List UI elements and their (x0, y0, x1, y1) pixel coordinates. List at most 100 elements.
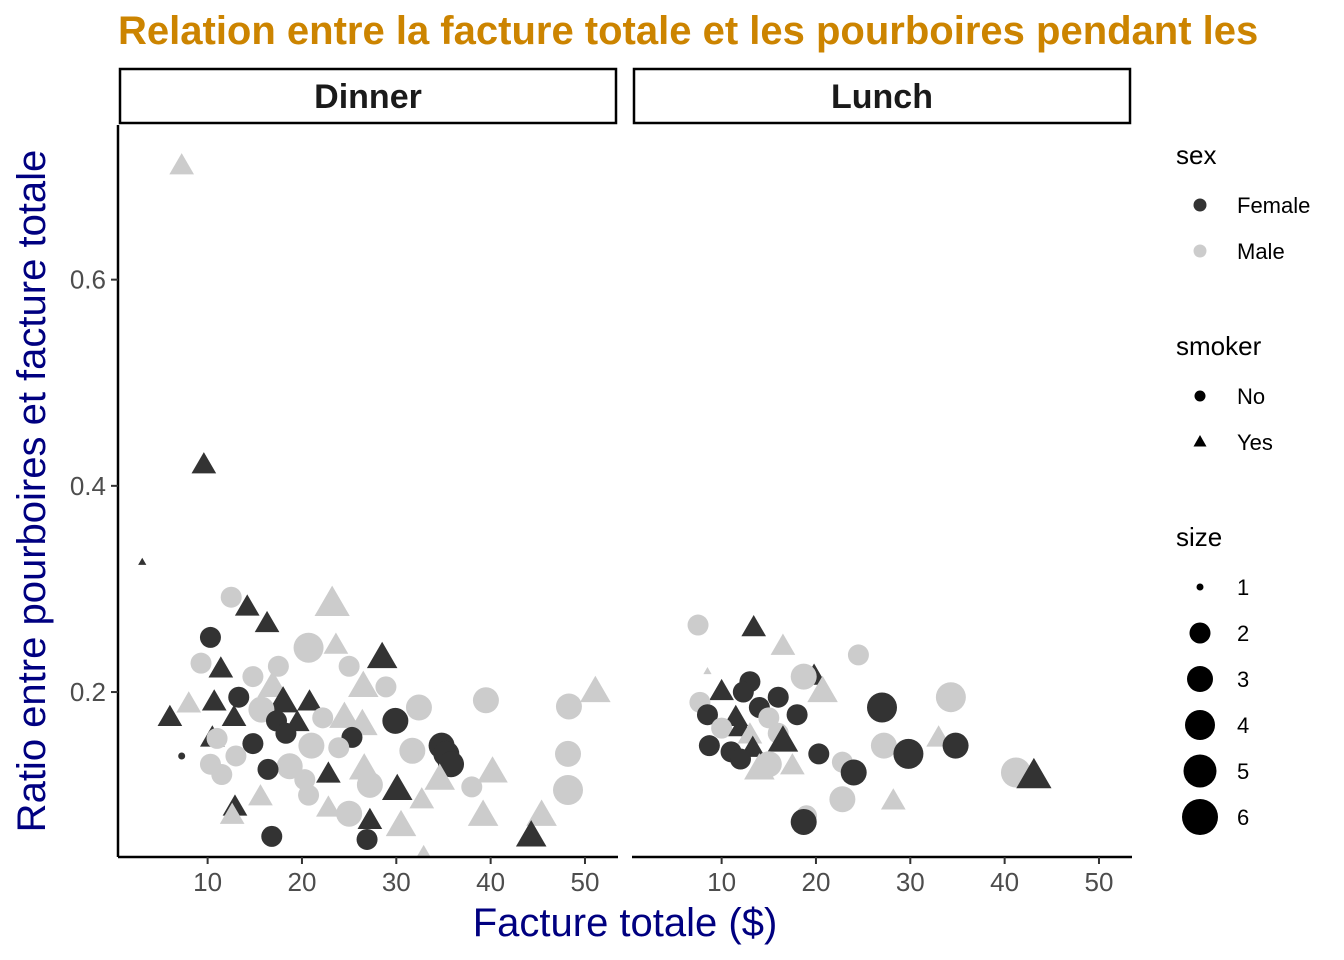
y-tick-label-0.2: 0.2 (70, 677, 106, 707)
data-point-lunch-109 (893, 738, 924, 769)
data-point-dinner-70 (526, 799, 557, 826)
facet-strip-lunch (632, 67, 1132, 125)
data-point-dinner-31 (382, 707, 409, 734)
data-point-dinner-75 (261, 825, 283, 847)
facet-label-dinner: Dinner (314, 78, 422, 116)
data-point-dinner-73 (357, 807, 383, 830)
data-point-dinner-5 (234, 594, 260, 616)
data-point-lunch-85 (790, 663, 817, 690)
x-tick-label-dinner-40: 40 (476, 867, 505, 897)
data-point-dinner-46 (555, 740, 581, 767)
x-tick-label-dinner-20: 20 (288, 867, 317, 897)
data-point-dinner-61 (461, 776, 483, 798)
data-point-lunch-83 (703, 667, 712, 675)
data-point-lunch-123 (790, 808, 817, 835)
data-point-dinner-72 (219, 802, 245, 824)
legend-key-size-4 (1185, 710, 1215, 740)
data-point-dinner-4 (220, 586, 242, 608)
facet-label-lunch: Lunch (831, 78, 933, 116)
axes-dinner: 10 20 30 40 50 (116, 125, 618, 897)
data-point-dinner-76 (356, 828, 378, 850)
data-point-dinner-43 (242, 733, 264, 755)
data-point-dinner-65 (248, 784, 273, 806)
panel-dinner: 10 20 30 40 50 (116, 125, 618, 897)
data-point-lunch-89 (807, 675, 838, 703)
data-point-dinner-21 (472, 687, 499, 714)
data-point-lunch-106 (870, 732, 897, 759)
data-point-dinner-22 (201, 689, 227, 711)
data-point-dinner-54 (257, 758, 279, 780)
legend-key-female (1193, 198, 1207, 212)
legend-key-yes (1193, 435, 1207, 447)
x-tick-label-lunch-50: 50 (1085, 867, 1114, 897)
data-point-dinner-8 (293, 632, 324, 663)
data-point-dinner-7 (199, 626, 221, 648)
data-point-lunch-105 (942, 732, 969, 759)
data-point-lunch-80 (741, 614, 767, 637)
data-point-dinner-55 (316, 761, 341, 783)
data-point-lunch-79 (687, 614, 709, 636)
y-axis-ticks: 0.2 0.4 0.6 (70, 265, 118, 707)
data-point-lunch-90 (935, 682, 966, 713)
facet-strip-dinner (118, 67, 618, 125)
data-point-dinner-37 (275, 722, 297, 744)
data-point-dinner-63 (553, 774, 583, 805)
data-point-dinner-78 (416, 844, 431, 857)
data-point-lunch-121 (880, 788, 906, 810)
data-point-dinner-52 (276, 753, 303, 780)
data-point-lunch-104 (767, 725, 799, 752)
data-point-lunch-112 (729, 748, 751, 770)
panel-lunch: 10 20 30 40 50 (632, 614, 1132, 897)
data-point-lunch-117 (744, 753, 775, 780)
data-point-lunch-119 (1016, 757, 1052, 789)
data-point-dinner-69 (336, 800, 363, 827)
data-point-lunch-82 (847, 644, 869, 666)
data-point-lunch-118 (840, 759, 867, 786)
data-point-dinner-17 (348, 670, 379, 697)
data-point-dinner-68 (316, 795, 341, 817)
data-point-lunch-99 (711, 717, 733, 739)
data-point-lunch-87 (732, 681, 754, 703)
data-point-dinner-59 (424, 763, 455, 790)
data-point-dinner-60 (356, 771, 383, 798)
x-tick-label-dinner-50: 50 (571, 867, 600, 897)
y-axis-title: Ratio entre pourboires et facture totale (10, 150, 54, 833)
legend: sex Female Male smoker No Yes size 1 2 3… (1176, 140, 1310, 835)
points-dinner (138, 153, 611, 857)
x-axis-title: Facture totale ($) (473, 901, 778, 945)
data-point-dinner-30 (221, 704, 247, 726)
data-point-lunch-115 (780, 753, 805, 775)
y-tick-label-0.4: 0.4 (70, 471, 106, 501)
legend-key-size-1 (1196, 583, 1204, 591)
data-point-dinner-50 (438, 751, 465, 778)
y-tick-label-0.6: 0.6 (70, 265, 106, 295)
legend-key-size-2 (1189, 622, 1211, 644)
legend-title-smoker: smoker (1176, 331, 1262, 361)
x-tick-label-dinner-30: 30 (382, 867, 411, 897)
data-point-dinner-57 (477, 756, 508, 783)
data-point-lunch-93 (867, 692, 897, 723)
points-lunch (687, 614, 1052, 835)
data-point-lunch-107 (698, 735, 720, 757)
data-point-dinner-2 (138, 557, 147, 565)
data-point-lunch-101 (737, 722, 763, 744)
legend-label-size-4: 4 (1237, 713, 1249, 738)
legend-title-size: size (1176, 522, 1222, 552)
data-point-lunch-97 (758, 707, 780, 729)
legend-label-female: Female (1237, 193, 1310, 218)
data-point-dinner-64 (298, 784, 320, 806)
legend-label-size-5: 5 (1237, 759, 1249, 784)
legend-key-no (1194, 390, 1206, 402)
x-tick-label-lunch-40: 40 (990, 867, 1019, 897)
data-point-dinner-16 (257, 670, 288, 697)
data-point-lunch-98 (786, 704, 808, 726)
data-point-lunch-81 (770, 633, 796, 655)
data-point-dinner-34 (312, 707, 334, 729)
data-point-dinner-77 (515, 820, 547, 847)
data-point-dinner-9 (366, 641, 398, 669)
data-point-dinner-71 (467, 799, 499, 826)
data-point-dinner-6 (254, 610, 280, 633)
legend-label-no: No (1237, 384, 1265, 409)
legend-title-sex: sex (1176, 140, 1216, 170)
